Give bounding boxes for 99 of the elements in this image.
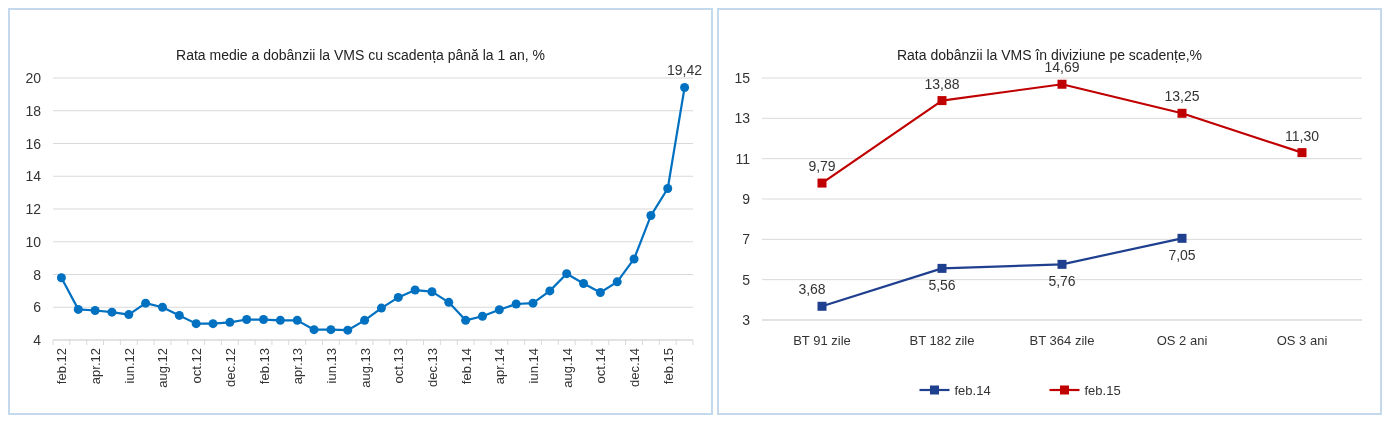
x-tick-label: aug.12 — [155, 348, 171, 388]
point — [1177, 108, 1187, 118]
point — [1057, 79, 1067, 89]
x-tick-label: feb.15 — [660, 348, 676, 385]
x-tick-label: iun.12 — [121, 348, 137, 384]
x-tick-label: dec.13 — [424, 348, 440, 388]
point — [494, 305, 504, 315]
point — [191, 319, 201, 329]
data-label: 19,42 — [667, 62, 703, 79]
y-tick-label: 20 — [25, 70, 42, 86]
data-label: 13,88 — [924, 75, 960, 92]
data-label: 9,79 — [808, 158, 836, 175]
y-tick-label: 6 — [33, 299, 42, 316]
y-tick-label: 5 — [742, 271, 751, 288]
y-tick-label: 14 — [25, 168, 42, 185]
x-tick-label: iun.14 — [526, 348, 541, 384]
point — [73, 304, 83, 314]
point — [141, 298, 151, 308]
y-tick-label: 3 — [742, 312, 751, 328]
point — [157, 302, 167, 312]
x-tick-label: BT 182 zile — [909, 333, 975, 348]
point — [1177, 233, 1187, 243]
point — [292, 315, 302, 325]
point — [1057, 259, 1067, 269]
x-tick-label: aug.14 — [559, 348, 575, 388]
y-tick-label: 8 — [33, 266, 42, 283]
y-tick-label: 18 — [25, 102, 42, 119]
point — [545, 286, 555, 296]
x-tick-label: dec.12 — [222, 348, 238, 388]
point — [393, 292, 403, 302]
point — [360, 315, 370, 325]
y-tick-label: 7 — [742, 231, 751, 248]
x-tick-label: apr.14 — [492, 348, 508, 385]
point — [376, 303, 386, 313]
data-label: 7,05 — [1168, 247, 1196, 264]
point — [444, 297, 454, 307]
point — [427, 287, 437, 297]
x-tick-label: apr.12 — [88, 348, 104, 385]
point — [174, 310, 184, 320]
point — [629, 254, 639, 264]
y-tick-label: 13 — [734, 110, 751, 127]
point — [511, 299, 521, 309]
legend-label: feb.15 — [1084, 383, 1121, 398]
x-tick-label: feb.13 — [256, 348, 272, 385]
point — [579, 279, 589, 289]
point — [1297, 148, 1307, 158]
point — [817, 301, 827, 311]
point — [242, 315, 252, 325]
legend-label: feb.14 — [954, 383, 991, 398]
y-tick-label: 15 — [734, 70, 751, 86]
point — [124, 310, 134, 320]
x-tick-label: BT 91 zile — [793, 333, 851, 348]
point — [259, 315, 269, 325]
point — [663, 184, 673, 194]
point — [680, 83, 690, 92]
x-tick-label: dec.14 — [627, 348, 643, 388]
point — [326, 325, 336, 335]
data-label: 5,56 — [928, 277, 956, 294]
point — [477, 311, 487, 321]
x-tick-label: OS 2 ani — [1156, 333, 1208, 348]
y-tick-label: 11 — [735, 150, 751, 167]
x-tick-label: oct.14 — [593, 348, 609, 384]
point — [817, 178, 827, 188]
x-tick-label: apr.13 — [290, 348, 306, 385]
y-tick-label: 10 — [25, 233, 42, 250]
point — [410, 285, 420, 295]
point — [309, 325, 319, 335]
point — [343, 325, 353, 335]
point — [90, 306, 100, 316]
x-tick-label: aug.13 — [357, 348, 373, 388]
data-label: 5,76 — [1048, 273, 1076, 290]
x-tick-label: iun.13 — [323, 348, 339, 384]
y-tick-label: 4 — [33, 332, 42, 348]
point — [937, 263, 947, 273]
point — [56, 273, 66, 283]
point — [612, 277, 622, 287]
point — [461, 315, 471, 325]
x-tick-label: BT 364 zile — [1029, 333, 1095, 348]
x-tick-label: oct.12 — [189, 348, 205, 384]
point — [528, 298, 538, 308]
x-tick-label: feb.12 — [54, 348, 70, 385]
y-tick-label: 12 — [25, 201, 42, 217]
point — [562, 269, 572, 279]
data-label: 3,68 — [798, 281, 826, 298]
chart-title: Rata medie a dobânzii la VMS cu scadența până la 1 an, % — [176, 47, 545, 63]
data-label: 13,25 — [1164, 88, 1200, 105]
point — [208, 319, 218, 329]
point — [937, 96, 947, 106]
y-tick-label: 9 — [742, 191, 751, 207]
point — [595, 288, 605, 298]
x-tick-label: oct.13 — [391, 348, 407, 384]
y-tick-label: 16 — [25, 135, 42, 152]
point — [646, 211, 656, 221]
data-label: 11,30 — [1285, 127, 1320, 144]
x-tick-label: feb.14 — [458, 348, 474, 385]
point — [107, 307, 117, 317]
x-tick-label: OS 3 ani — [1276, 333, 1328, 348]
point — [275, 315, 285, 325]
point — [225, 317, 235, 327]
